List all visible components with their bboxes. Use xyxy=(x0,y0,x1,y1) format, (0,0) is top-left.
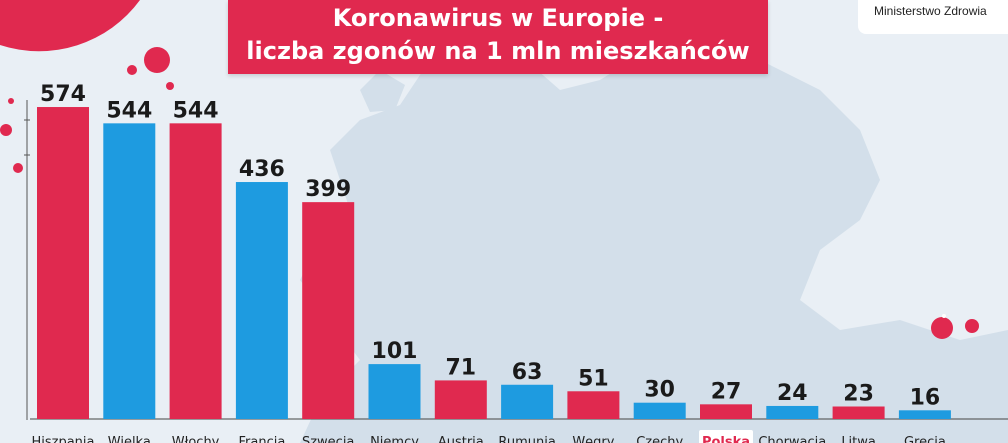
highlight-label-bg xyxy=(699,430,753,443)
virus-dot-icon xyxy=(13,163,23,173)
bar-polska xyxy=(700,404,752,419)
data-label: 544 xyxy=(106,98,152,123)
virus-small-icon xyxy=(931,317,953,339)
category-label: Czechy xyxy=(636,435,683,443)
category-label: Chorwacja xyxy=(758,435,826,443)
category-label: Polska xyxy=(702,435,750,443)
category-label: Wielka xyxy=(108,435,151,443)
virus-dot-icon xyxy=(127,65,137,75)
virus-large-icon xyxy=(0,0,140,52)
category-label: Hiszpania xyxy=(31,435,94,443)
virus-decoration xyxy=(0,0,979,339)
bar-rumunia xyxy=(501,384,554,419)
bar-hiszpania xyxy=(37,107,89,419)
chart-title-box: Koronawirus w Europie - liczba zgonów na… xyxy=(228,0,768,74)
data-label: 23 xyxy=(843,381,874,406)
bar-wielka xyxy=(103,123,156,419)
bar-austria xyxy=(434,380,487,419)
bar-czechy xyxy=(633,402,686,419)
chart-title-line-1: Koronawirus w Europie - xyxy=(332,4,664,32)
data-label: 30 xyxy=(644,378,675,403)
data-label: 101 xyxy=(372,339,418,364)
category-label: Niemcy xyxy=(370,435,419,443)
category-label: Austria xyxy=(438,435,484,443)
bar-grecja xyxy=(898,410,951,419)
category-label: Grecja xyxy=(904,435,946,443)
bar-węgry xyxy=(567,391,620,419)
virus-dot-icon xyxy=(8,98,14,104)
bar-włochy xyxy=(169,123,222,419)
data-label: 16 xyxy=(910,385,941,410)
category-label: Rumunia xyxy=(498,435,555,443)
bar-francja xyxy=(235,182,288,419)
bar-chorwacja xyxy=(766,405,819,419)
bar-niemcy xyxy=(368,364,421,419)
data-label: 27 xyxy=(711,379,742,404)
bar-szwecja xyxy=(302,202,355,419)
virus-dot-icon xyxy=(0,124,12,136)
chart-title-line-2: liczba zgonów na 1 mln mieszkańców xyxy=(246,37,750,65)
virus-dot-icon xyxy=(965,319,979,333)
data-label: 436 xyxy=(239,157,285,182)
ministry-logo-text: Ministerstwo Zdrowia xyxy=(874,4,987,18)
data-label: 574 xyxy=(40,82,86,107)
data-label: 63 xyxy=(512,360,543,385)
category-label: Węgry xyxy=(572,435,614,443)
bar-litwa xyxy=(832,406,885,419)
data-label: 399 xyxy=(305,177,351,202)
virus-dot-icon xyxy=(942,314,946,318)
data-label: 71 xyxy=(445,355,476,380)
category-label: Włochy xyxy=(172,435,220,443)
data-label: 24 xyxy=(777,381,808,406)
category-label: Francja xyxy=(238,435,285,443)
ministry-logo: Ministerstwo Zdrowia xyxy=(858,0,1008,34)
data-label: 51 xyxy=(578,366,609,391)
virus-dot-icon xyxy=(166,82,174,90)
virus-small-icon xyxy=(144,47,170,73)
category-label: Litwa xyxy=(841,435,876,443)
category-label: Szwecja xyxy=(302,435,354,443)
data-label: 544 xyxy=(173,98,219,123)
